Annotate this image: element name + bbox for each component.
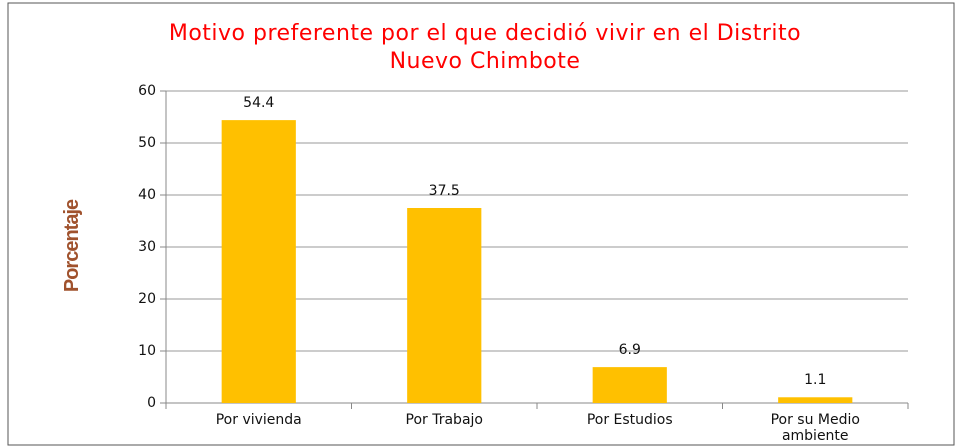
y-tick-label: 0: [147, 395, 156, 411]
data-label: 37.5: [428, 183, 460, 199]
bar: [592, 367, 667, 403]
bar: [221, 120, 296, 404]
bar: [778, 397, 853, 403]
y-tick-label: 50: [138, 135, 156, 151]
x-tick-label: Por Estudios: [586, 412, 673, 428]
y-axis-label: Porcentaje: [61, 199, 83, 293]
y-tick-label: 60: [138, 83, 156, 99]
data-label: 54.4: [243, 95, 275, 112]
y-tick-label: 10: [138, 343, 156, 359]
y-tick-label: 20: [138, 291, 156, 307]
bar: [407, 208, 482, 403]
y-tick-label: 40: [138, 187, 156, 203]
x-tick-label: Por vivienda: [215, 412, 302, 428]
data-label: 1.1: [804, 372, 827, 389]
chart-title: Motivo preferente por el que decidió viv…: [168, 21, 802, 74]
data-label: 6.9: [618, 342, 641, 359]
x-tick-label: Por su Medio ambiente: [770, 412, 860, 444]
chart-border: [7, 2, 955, 446]
y-tick-label: 30: [138, 239, 156, 255]
x-tick-label: Por Trabajo: [405, 412, 483, 428]
